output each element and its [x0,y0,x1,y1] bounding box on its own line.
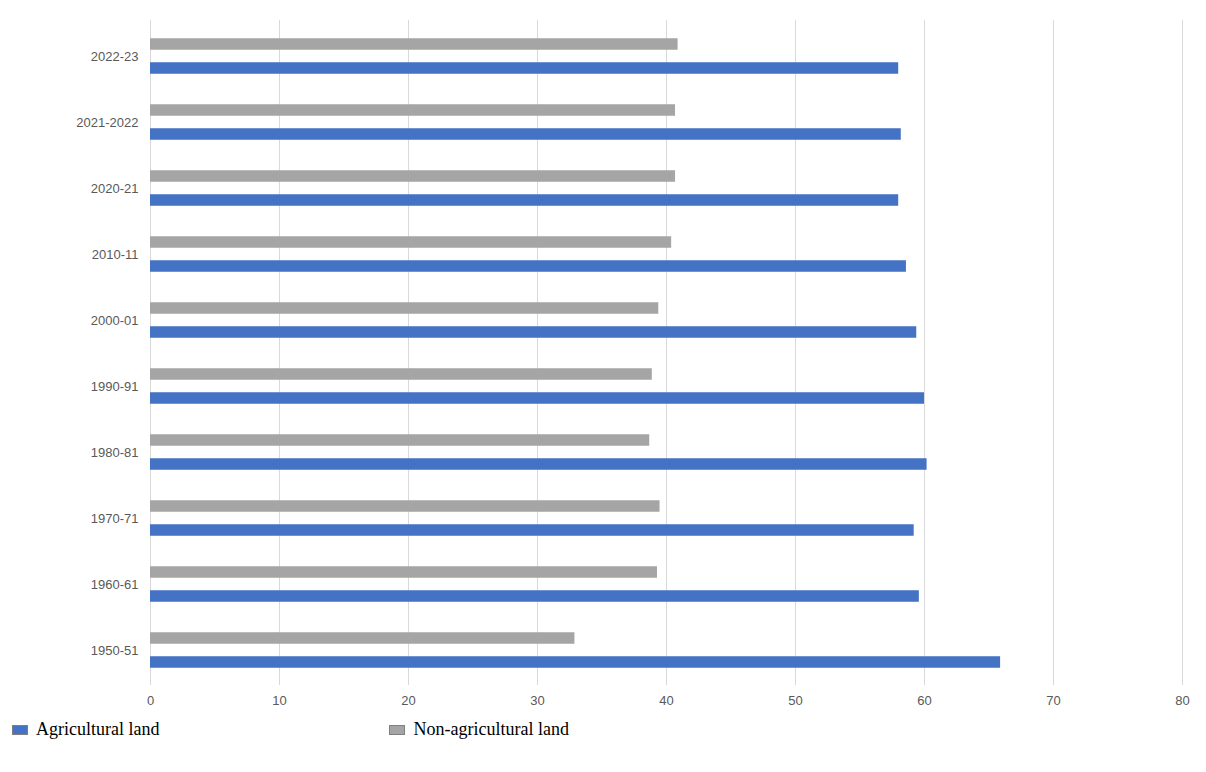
html-text:Agricultural land: Agricultural land [36,719,160,739]
svg-text:1980-81: 1980-81 [91,445,139,460]
svg-text:2010-11: 2010-11 [92,247,139,262]
svg-text:2000-01: 2000-01 [91,313,139,328]
svg-text:30: 30 [530,693,544,708]
svg-text:1950-51: 1950-51 [91,643,139,658]
svg-text:50: 50 [788,693,802,708]
svg-text:70: 70 [1046,693,1060,708]
svg-text:2021-2022: 2021-2022 [76,115,138,130]
svg-text:20: 20 [401,693,415,708]
svg-text:1970-71: 1970-71 [91,511,139,526]
svg-text:2020-21: 2020-21 [91,181,139,196]
svg-text:60: 60 [917,693,931,708]
svg-text:2022-23: 2022-23 [91,49,139,64]
svg-text:0: 0 [147,693,154,708]
svg-text:40: 40 [659,693,673,708]
svg-text:1960-61: 1960-61 [91,577,139,592]
svg-text:1990-91: 1990-91 [91,379,139,394]
svg-text:80: 80 [1175,693,1189,708]
html-text:Non-agricultural land: Non-agricultural land [413,719,569,739]
svg-text:10: 10 [272,693,286,708]
